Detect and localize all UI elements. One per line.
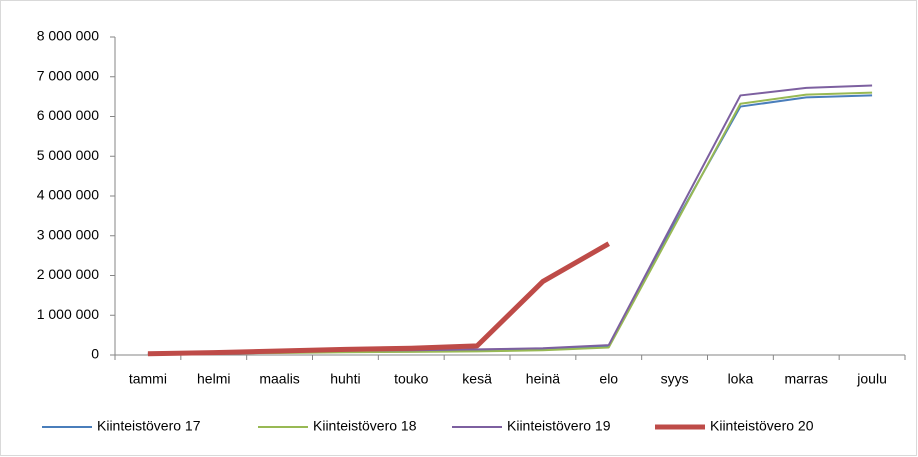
x-tick-label: heinä [526, 371, 560, 387]
y-tick-label: 2 000 000 [37, 266, 99, 282]
y-tick-label: 1 000 000 [37, 306, 99, 322]
y-tick-label: 3 000 000 [37, 226, 99, 242]
x-tick-label: joulu [856, 371, 887, 387]
y-tick-label: 5 000 000 [37, 147, 99, 163]
y-tick-label: 6 000 000 [37, 107, 99, 123]
x-tick-label: tammi [129, 371, 167, 387]
legend-label: Kiinteistövero 17 [97, 418, 201, 434]
y-tick-label: 8 000 000 [37, 28, 99, 44]
x-tick-label: helmi [197, 371, 230, 387]
x-tick-label: maalis [259, 371, 299, 387]
x-tick-label: huhti [330, 371, 360, 387]
y-tick-label: 7 000 000 [37, 67, 99, 83]
x-tick-label: loka [728, 371, 754, 387]
series-line [147, 241, 610, 357]
x-tick-label: kesä [462, 371, 492, 387]
x-tick-label: marras [784, 371, 828, 387]
x-tick-label: elo [599, 371, 618, 387]
legend-label: Kiinteistövero 18 [313, 418, 417, 434]
x-tick-label: touko [394, 371, 428, 387]
legend-label: Kiinteistövero 20 [710, 418, 814, 434]
x-tick-label: syys [661, 371, 689, 387]
y-tick-label: 4 000 000 [37, 187, 99, 203]
y-tick-label: 0 [91, 346, 99, 362]
legend-label: Kiinteistövero 19 [507, 418, 611, 434]
